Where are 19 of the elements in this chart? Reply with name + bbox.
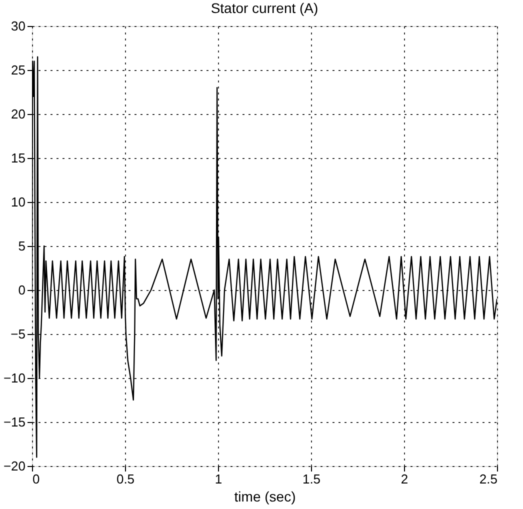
y-tick-label: 30 [11,18,26,34]
x-tick-label: 1 [214,472,222,486]
x-axis-title: time (sec) [234,488,296,504]
y-tick-label: 0 [18,282,26,298]
y-tick-label: 20 [11,106,26,122]
x-tick-label: 2.5 [479,472,498,486]
y-tick-label: −20 [3,458,26,474]
chart-title: Stator current (A) [210,0,318,16]
y-tick-label: −15 [3,414,26,430]
y-tick-label: −5 [10,326,26,342]
y-tick-label: 5 [18,238,26,254]
y-tick-label: 25 [11,62,26,78]
x-tick-label: 0 [32,472,40,486]
y-tick-label: −10 [3,370,26,386]
x-tick-label: 0.5 [116,472,135,486]
y-tick-label: 10 [11,194,26,210]
x-tick-label: 1.5 [302,472,321,486]
y-tick-label: 15 [11,150,26,166]
x-tick-label: 2 [400,472,408,486]
